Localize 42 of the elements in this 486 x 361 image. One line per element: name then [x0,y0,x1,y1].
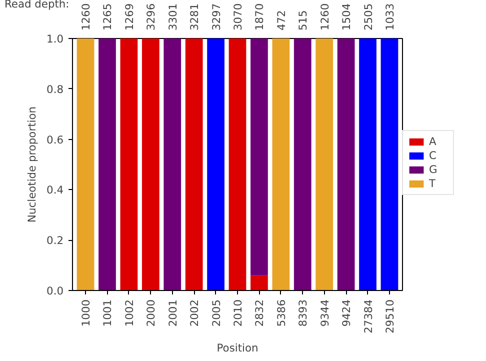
y-axis-title: Nucleotide proportion [26,106,39,222]
x-tick-label: 2001 [166,299,180,327]
text: 1269 [122,3,136,30]
x-tick-label: 29510 [383,299,396,334]
y-tick-label: 1.0 [46,32,64,46]
text: 3070 [232,3,244,30]
text: 3301 [166,3,180,30]
x-tick-label: 1000 [80,299,93,327]
x-axis-title: Position [216,341,258,354]
x-tick-label: 2000 [144,299,158,327]
text: 1033 [383,3,396,30]
text: 1260 [80,3,93,30]
x-tick-label: 2010 [232,299,244,327]
legend-label: A [429,135,438,148]
y-tick-label: 0.0 [46,284,64,298]
text: 3297 [210,3,223,30]
y-tick-label: 0.2 [46,234,64,248]
x-tick-label: 8393 [296,299,310,327]
legend-label: T [429,177,437,190]
text: 3296 [144,3,158,30]
x-tick-label: 9344 [318,299,332,327]
x-tick-label: 1001 [101,299,114,327]
text: 515 [296,10,310,30]
text: 1504 [340,3,354,30]
text: 1265 [101,3,114,30]
text: 3281 [188,3,202,30]
x-tick-label: 5386 [274,299,288,327]
legend-label: G [429,163,438,176]
x-tick-label: 27384 [362,299,375,334]
legend-label: C [429,149,438,162]
x-tick-label: 2002 [188,299,202,327]
x-tick-label: 9424 [340,299,354,327]
y-tick-label: 0.6 [46,133,64,146]
text: 472 [274,10,288,30]
text: 2505 [362,3,375,30]
text: 1260 [318,3,332,30]
y-tick-label: 0.8 [46,82,64,96]
x-tick-label: 1002 [122,299,136,327]
y-tick-label: 0.4 [46,184,64,197]
x-tick-label: 2005 [210,299,223,327]
text: 1870 [253,3,266,30]
x-tick-label: 2832 [253,299,266,327]
